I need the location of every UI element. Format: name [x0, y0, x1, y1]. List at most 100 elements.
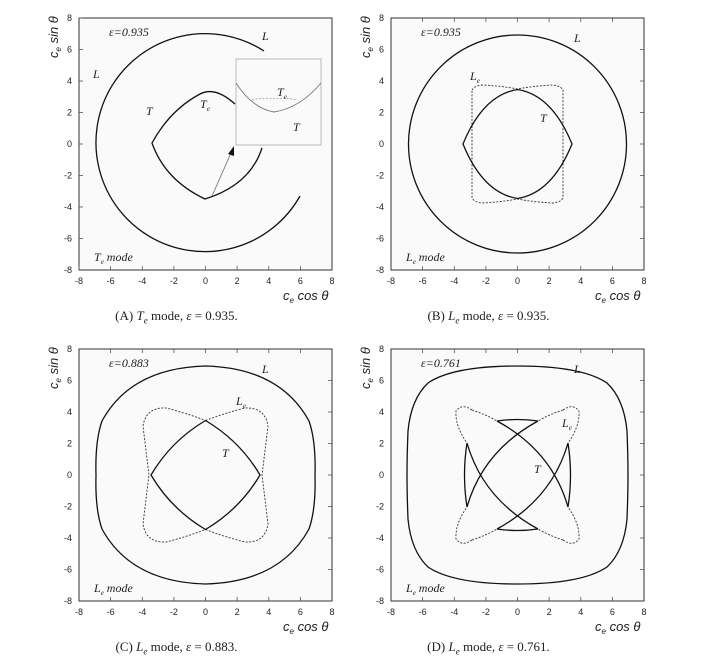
svg-text:8: 8 [329, 607, 334, 617]
svg-text:-2: -2 [482, 607, 490, 617]
y-tick-labels: 8 6 4 2 0 -2 -4 -6 -8 [64, 13, 72, 275]
svg-text:4: 4 [67, 76, 72, 86]
x-axis-label: ce cos θ [283, 288, 328, 305]
svg-text:-4: -4 [376, 202, 384, 212]
curve-L [406, 365, 629, 585]
svg-text:-8: -8 [376, 596, 384, 606]
inset: Te T [235, 58, 322, 146]
svg-text:8: 8 [641, 607, 646, 617]
mode-label: Le mode [405, 581, 445, 597]
caption-a: (A) Te mode, ε = 0.935. [115, 308, 238, 326]
curve-T [462, 88, 573, 200]
svg-text:0: 0 [67, 139, 72, 149]
svg-text:6: 6 [610, 607, 615, 617]
y-tick-labels: 8 6 4 2 0 -2 -4 -6 -8 [376, 13, 384, 275]
label-Te: Te [200, 97, 210, 113]
x-axis-label: ce cos θ [595, 288, 640, 305]
svg-text:6: 6 [298, 276, 303, 286]
svg-text:-2: -2 [170, 276, 178, 286]
inset-label-t: T [293, 120, 301, 134]
svg-text:4: 4 [266, 276, 271, 286]
plot-c: -8 -6 -4 -2 0 2 4 6 8 8 6 4 2 0 -2 -4 -6… [46, 344, 335, 636]
svg-text:8: 8 [641, 276, 646, 286]
svg-text:-4: -4 [376, 533, 384, 543]
svg-text:-6: -6 [64, 234, 72, 244]
svg-text:8: 8 [67, 344, 72, 354]
svg-text:2: 2 [67, 108, 72, 118]
svg-text:-8: -8 [387, 276, 395, 286]
label-L-left: L [92, 67, 100, 81]
curve-L [95, 365, 316, 585]
curve-L [407, 34, 628, 254]
label-L: L [573, 31, 581, 45]
mode-label: Le mode [93, 581, 133, 597]
curve-T [151, 90, 263, 200]
label-Le: Le [235, 394, 246, 410]
svg-text:-4: -4 [138, 276, 146, 286]
svg-text:-6: -6 [376, 565, 384, 575]
svg-text:2: 2 [547, 607, 552, 617]
svg-text:0: 0 [203, 276, 208, 286]
label-L: L [261, 362, 269, 376]
y-axis-label: ce sin θ [46, 16, 63, 58]
caption-d: (D) Le mode, ε = 0.761. [427, 639, 550, 657]
svg-text:4: 4 [578, 607, 583, 617]
svg-text:8: 8 [379, 344, 384, 354]
svg-text:-6: -6 [107, 607, 115, 617]
plot-b: -8 -6 -4 -2 0 2 4 6 8 8 6 4 2 0 -2 -4 -6… [358, 13, 647, 305]
x-axis-label: ce cos θ [595, 619, 640, 636]
svg-text:-8: -8 [75, 276, 83, 286]
label-T: T [540, 111, 548, 125]
svg-text:0: 0 [379, 470, 384, 480]
y-axis-label: ce sin θ [46, 347, 63, 389]
x-tick-labels: -8 -6 -4 -2 0 2 4 6 8 [75, 276, 335, 286]
svg-text:6: 6 [67, 45, 72, 55]
svg-text:-8: -8 [64, 596, 72, 606]
svg-text:0: 0 [515, 607, 520, 617]
svg-text:2: 2 [547, 276, 552, 286]
svg-text:6: 6 [298, 607, 303, 617]
svg-text:4: 4 [578, 276, 583, 286]
x-tick-labels: -8 -6 -4 -2 0 2 4 6 8 [75, 607, 335, 617]
panel-d: -8 -6 -4 -2 0 2 4 6 8 8 6 4 2 0 -2 -4 -6… [312, 331, 665, 663]
svg-text:4: 4 [67, 407, 72, 417]
svg-text:-2: -2 [170, 607, 178, 617]
svg-text:0: 0 [203, 607, 208, 617]
svg-text:-4: -4 [64, 202, 72, 212]
label-T: T [222, 446, 230, 460]
x-tick-labels: -8 -6 -4 -2 0 2 4 6 8 [387, 276, 647, 286]
svg-text:2: 2 [235, 276, 240, 286]
plot-d: -8 -6 -4 -2 0 2 4 6 8 8 6 4 2 0 -2 -4 -6… [358, 344, 647, 636]
curve-L [95, 32, 301, 253]
plot-a: -8 -6 -4 -2 0 2 4 6 8 8 6 4 2 0 -2 -4 -6… [46, 13, 335, 305]
svg-text:0: 0 [515, 276, 520, 286]
panel-c: -8 -6 -4 -2 0 2 4 6 8 8 6 4 2 0 -2 -4 -6… [0, 331, 353, 663]
svg-text:-2: -2 [376, 171, 384, 181]
inset-label-te: Te [277, 85, 287, 101]
svg-text:6: 6 [610, 276, 615, 286]
svg-text:-6: -6 [419, 276, 427, 286]
panel-b: -8 -6 -4 -2 0 2 4 6 8 8 6 4 2 0 -2 -4 -6… [312, 0, 665, 332]
curve-T [150, 419, 261, 531]
label-T: T [534, 462, 542, 476]
svg-text:2: 2 [67, 439, 72, 449]
epsilon-label: ε=0.935 [109, 25, 149, 39]
y-axis-label: ce sin θ [358, 16, 375, 58]
zoom-arrow [211, 146, 234, 197]
x-axis-label: ce cos θ [283, 619, 328, 636]
svg-text:-2: -2 [64, 502, 72, 512]
svg-text:-2: -2 [482, 276, 490, 286]
x-tick-labels: -8 -6 -4 -2 0 2 4 6 8 [387, 607, 647, 617]
panel-a: -8 -6 -4 -2 0 2 4 6 8 8 6 4 2 0 -2 -4 -6… [0, 0, 353, 332]
label-L: L [573, 362, 581, 376]
epsilon-label: ε=0.883 [109, 356, 149, 370]
svg-text:-2: -2 [64, 171, 72, 181]
svg-text:4: 4 [379, 407, 384, 417]
svg-text:2: 2 [235, 607, 240, 617]
svg-text:-4: -4 [450, 276, 458, 286]
svg-text:-8: -8 [64, 265, 72, 275]
svg-text:-6: -6 [107, 276, 115, 286]
svg-text:-4: -4 [138, 607, 146, 617]
curve-Le [455, 406, 580, 544]
svg-text:-6: -6 [64, 565, 72, 575]
